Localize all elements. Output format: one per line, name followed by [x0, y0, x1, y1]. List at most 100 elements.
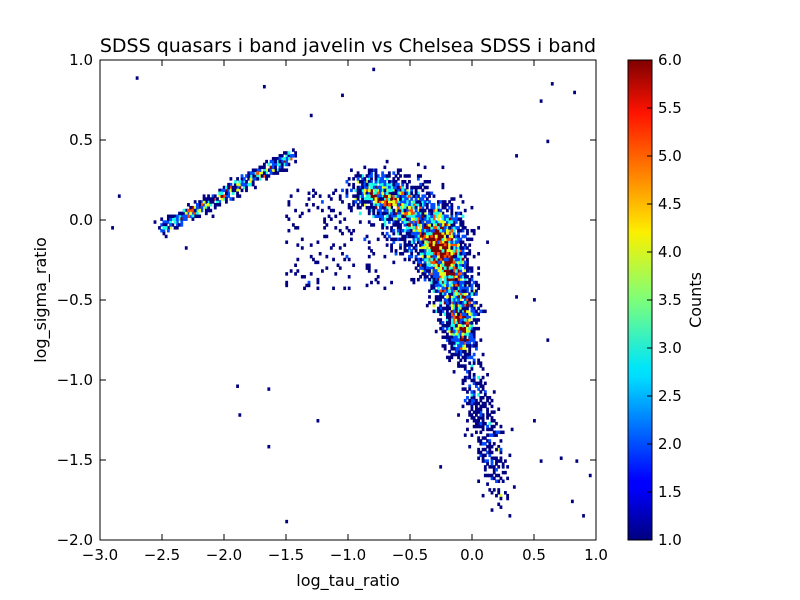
heatmap-cell	[412, 237, 416, 242]
heatmap-cell	[370, 203, 373, 207]
heatmap-cell	[325, 223, 329, 227]
heatmap-cell	[463, 295, 467, 299]
heatmap-cell	[352, 263, 356, 267]
heatmap-cell	[171, 214, 175, 219]
heatmap-cell	[416, 197, 420, 201]
heatmap-cell	[396, 171, 400, 175]
heatmap-cell	[394, 200, 398, 204]
heatmap-cell	[461, 275, 465, 279]
heatmap-cell	[428, 208, 431, 213]
heatmap-cell	[479, 398, 483, 403]
heatmap-cell	[390, 237, 393, 242]
heatmap-cell	[470, 283, 474, 288]
heatmap-cell	[466, 312, 469, 316]
heatmap-cell	[459, 269, 463, 273]
heatmap-cell	[405, 220, 409, 224]
heatmap-cell	[466, 252, 469, 256]
x-tick-label: −3.0	[82, 546, 118, 564]
heatmap-cell	[441, 275, 445, 279]
heatmap-cell	[182, 217, 186, 221]
heatmap-cell	[294, 159, 298, 164]
heatmap-cell	[285, 283, 289, 288]
heatmap-cell	[399, 188, 402, 193]
heatmap-cell	[294, 154, 298, 158]
heatmap-cell	[448, 326, 452, 331]
heatmap-cell	[468, 252, 472, 256]
heatmap-cell	[399, 194, 402, 198]
heatmap-cell	[488, 447, 492, 452]
heatmap-cell	[452, 341, 456, 345]
heatmap-cell	[499, 476, 503, 481]
heatmap-cell	[490, 424, 494, 429]
heatmap-cell	[421, 246, 425, 250]
heatmap-cell	[466, 275, 469, 279]
heatmap-cell	[472, 335, 476, 339]
heatmap-cell	[379, 211, 382, 216]
heatmap-cell	[439, 237, 443, 242]
heatmap-cell	[441, 266, 445, 270]
heatmap-cell	[256, 177, 260, 181]
heatmap-cell	[408, 254, 411, 259]
heatmap-cell	[363, 165, 367, 170]
colorbar-tick-label: 6.0	[658, 51, 682, 69]
heatmap-cell	[169, 220, 173, 224]
heatmap-cell	[403, 234, 407, 239]
heatmap-cell	[383, 234, 387, 239]
heatmap-cell	[439, 211, 443, 216]
heatmap-cell	[278, 159, 282, 164]
heatmap-cell	[441, 220, 445, 224]
heatmap-cell	[403, 205, 407, 210]
heatmap-cell	[434, 263, 438, 267]
heatmap-cell	[463, 341, 467, 345]
heatmap-cell	[401, 237, 405, 242]
heatmap-cell	[401, 205, 405, 210]
heatmap-cell	[450, 335, 454, 339]
heatmap-cell	[412, 277, 416, 282]
heatmap-cell	[278, 156, 282, 161]
heatmap-cell	[499, 424, 503, 429]
heatmap-cell	[401, 194, 405, 198]
heatmap-cell	[479, 309, 483, 314]
heatmap-cell	[472, 303, 476, 308]
heatmap-cell	[461, 292, 465, 296]
heatmap-cell	[448, 318, 452, 322]
heatmap-cell	[193, 208, 197, 213]
heatmap-cell	[414, 191, 418, 195]
heatmap-cell	[372, 188, 376, 193]
heatmap-cell	[461, 318, 465, 322]
heatmap-cell	[477, 252, 481, 256]
heatmap-cell	[434, 243, 438, 247]
heatmap-cell	[488, 450, 492, 455]
heatmap-cell	[372, 205, 376, 210]
heatmap-cell	[439, 303, 443, 308]
heatmap-cell	[457, 298, 460, 302]
heatmap-cell	[466, 396, 469, 400]
heatmap-cell	[276, 162, 280, 167]
heatmap-cell	[236, 384, 239, 388]
heatmap-cell	[401, 220, 405, 224]
heatmap-cell	[399, 197, 402, 201]
heatmap-cell	[430, 228, 434, 233]
heatmap-cell	[454, 220, 458, 224]
heatmap-cell	[399, 211, 402, 216]
heatmap-cell	[285, 168, 289, 172]
heatmap-cell	[445, 335, 449, 339]
heatmap-cell	[334, 214, 338, 219]
heatmap-cell	[312, 194, 315, 198]
heatmap-cell	[454, 283, 458, 288]
heatmap-cell	[461, 286, 465, 291]
heatmap-cell	[454, 338, 458, 342]
heatmap-cell	[416, 263, 420, 267]
heatmap-cell	[445, 220, 449, 224]
heatmap-cell	[466, 349, 469, 354]
heatmap-cell	[430, 246, 434, 250]
heatmap-cell	[338, 246, 342, 250]
heatmap-cell	[233, 188, 237, 193]
heatmap-cell	[258, 171, 262, 175]
heatmap-cell	[356, 177, 360, 181]
heatmap-cell	[428, 246, 431, 250]
heatmap-cell	[365, 263, 369, 267]
heatmap-cell	[347, 286, 351, 291]
x-tick-label: 0.5	[522, 546, 546, 564]
heatmap-cell	[289, 269, 293, 273]
